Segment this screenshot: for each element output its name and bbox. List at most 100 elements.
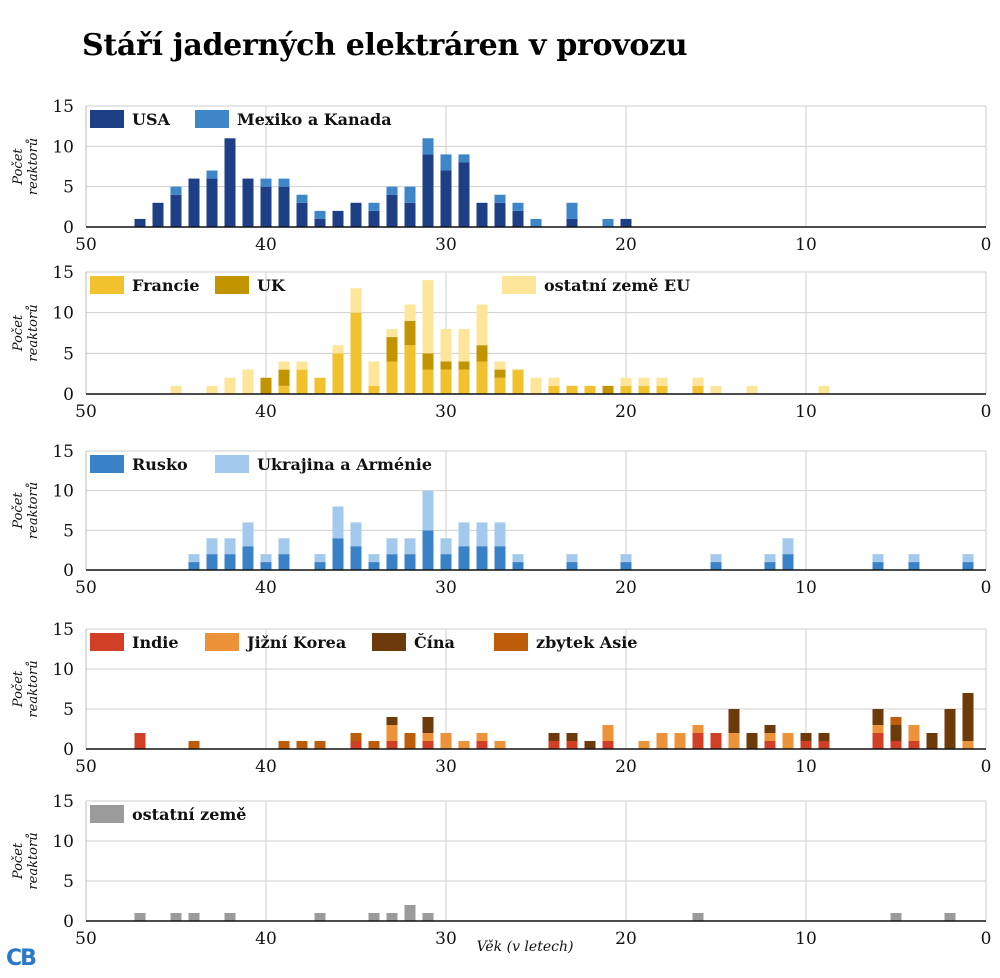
- bar: [332, 506, 344, 539]
- bar: [332, 210, 344, 227]
- bar: [404, 733, 416, 749]
- bar: [350, 522, 362, 547]
- bar: [494, 369, 506, 378]
- bar: [404, 538, 416, 555]
- legend-swatch: [494, 633, 528, 651]
- bar: [620, 562, 632, 570]
- bar: [962, 741, 974, 749]
- bar: [908, 741, 920, 749]
- y-tick-label: 10: [52, 832, 74, 852]
- bar: [782, 538, 794, 555]
- bar: [494, 361, 506, 370]
- bar: [602, 385, 614, 394]
- bar: [728, 733, 740, 749]
- bar: [458, 522, 470, 547]
- x-tick-label: 50: [75, 235, 97, 255]
- legend-label: Čína: [414, 632, 455, 652]
- bar: [296, 202, 308, 227]
- bar: [800, 733, 812, 741]
- y-tick-label: 0: [63, 218, 74, 238]
- bar: [404, 186, 416, 203]
- bar: [242, 546, 254, 570]
- bar: [296, 361, 308, 370]
- bar: [278, 385, 290, 394]
- bar: [476, 361, 488, 394]
- bar: [764, 554, 776, 563]
- bar: [440, 369, 452, 394]
- bar: [584, 385, 596, 394]
- bar: [872, 725, 884, 733]
- bar: [296, 741, 308, 749]
- x-tick-label: 30: [435, 929, 457, 949]
- bar: [188, 562, 200, 570]
- bar: [170, 913, 182, 921]
- bar: [602, 218, 614, 227]
- bar: [422, 353, 434, 370]
- bar: [692, 385, 704, 394]
- bar: [170, 194, 182, 227]
- bar: [710, 562, 722, 570]
- bar: [440, 733, 452, 749]
- legend-swatch: [90, 110, 124, 128]
- legend-label: Francie: [132, 276, 200, 295]
- bar: [314, 913, 326, 921]
- bar: [350, 202, 362, 227]
- bar: [512, 562, 524, 570]
- legend-swatch: [205, 633, 239, 651]
- y-tick-label: 0: [63, 912, 74, 932]
- bar: [368, 562, 380, 570]
- y-axis-label: Početreaktorů: [11, 304, 41, 361]
- bar: [800, 741, 812, 749]
- y-tick-label: 10: [52, 660, 74, 680]
- bar: [782, 733, 794, 749]
- x-tick-label: 20: [615, 235, 637, 255]
- x-tick-label: 40: [255, 929, 277, 949]
- bar: [962, 693, 974, 741]
- bar: [278, 361, 290, 370]
- bar: [908, 554, 920, 563]
- bar: [134, 733, 146, 749]
- bar: [206, 170, 218, 179]
- bar: [386, 717, 398, 725]
- bar: [710, 733, 722, 749]
- bar: [512, 369, 524, 394]
- bar: [530, 218, 542, 227]
- bar: [278, 178, 290, 187]
- x-tick-label: 10: [795, 757, 817, 777]
- bar: [368, 361, 380, 386]
- bar: [764, 733, 776, 741]
- bar: [458, 546, 470, 570]
- legend-swatch: [90, 633, 124, 651]
- bar: [890, 913, 902, 921]
- bar: [170, 186, 182, 195]
- bar: [260, 186, 272, 227]
- legend-label: zbytek Asie: [536, 633, 637, 652]
- bar: [350, 288, 362, 313]
- panel-asia: 0 5 10 15 Početreaktorů 50 40 30 20 10 0 Indie Jižní…: [11, 620, 991, 777]
- legend-label: USA: [132, 110, 171, 129]
- bar: [872, 554, 884, 563]
- bar: [386, 554, 398, 570]
- x-tick-label: 10: [795, 402, 817, 422]
- x-tick-label: 10: [795, 235, 817, 255]
- bar: [962, 562, 974, 570]
- bar: [422, 138, 434, 155]
- bar: [566, 385, 578, 394]
- bar: [458, 154, 470, 163]
- bar: [260, 554, 272, 563]
- legend-label: ostatní země: [132, 805, 246, 824]
- bar: [152, 202, 164, 227]
- bar: [728, 709, 740, 733]
- bar: [440, 361, 452, 370]
- bar: [638, 741, 650, 749]
- bar: [476, 202, 488, 227]
- bar: [494, 522, 506, 547]
- y-tick-label: 15: [52, 263, 74, 283]
- x-tick-label: 0: [981, 578, 992, 598]
- bar: [890, 725, 902, 741]
- legend-swatch: [372, 633, 406, 651]
- bar: [584, 741, 596, 749]
- bar: [440, 328, 452, 362]
- legend-label: UK: [257, 276, 286, 295]
- bar: [908, 725, 920, 741]
